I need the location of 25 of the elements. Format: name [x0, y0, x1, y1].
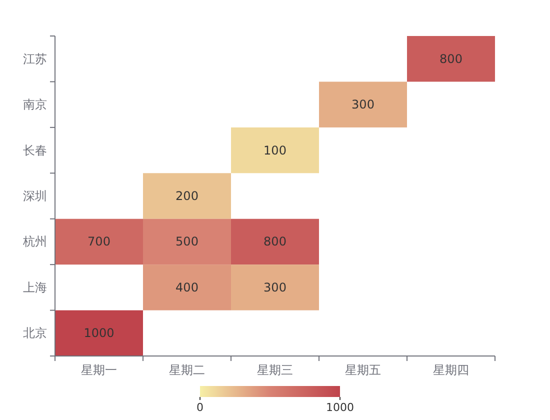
data-label: 500	[176, 234, 198, 249]
data-label: 200	[176, 189, 198, 203]
y-tick-label: 南京	[23, 98, 47, 112]
data-label: 400	[176, 280, 198, 294]
color-bar-label: 0	[196, 401, 204, 414]
color-bar-label: 1000	[326, 401, 354, 414]
x-tick-label: 星期四	[433, 363, 469, 377]
data-label: 800	[440, 52, 462, 66]
y-tick-label: 杭州	[22, 234, 47, 249]
y-tick-label: 深圳	[23, 189, 47, 203]
data-label: 800	[264, 234, 286, 249]
y-tick-label: 长春	[23, 143, 47, 158]
data-label: 300	[352, 98, 374, 112]
x-tick-label: 星期三	[257, 363, 293, 377]
y-tick-label: 北京	[23, 326, 47, 340]
x-tick-label: 星期二	[169, 363, 205, 377]
data-label: 100	[264, 143, 286, 158]
data-label: 700	[88, 234, 110, 249]
data-label: 1000	[84, 326, 114, 340]
y-tick-label: 江苏	[23, 52, 47, 66]
data-label: 300	[264, 280, 286, 294]
y-tick-label: 上海	[23, 280, 47, 294]
x-tick-label: 星期一	[81, 363, 117, 377]
x-tick-label: 星期五	[345, 363, 381, 377]
colorbar: 0 1000	[196, 386, 354, 414]
